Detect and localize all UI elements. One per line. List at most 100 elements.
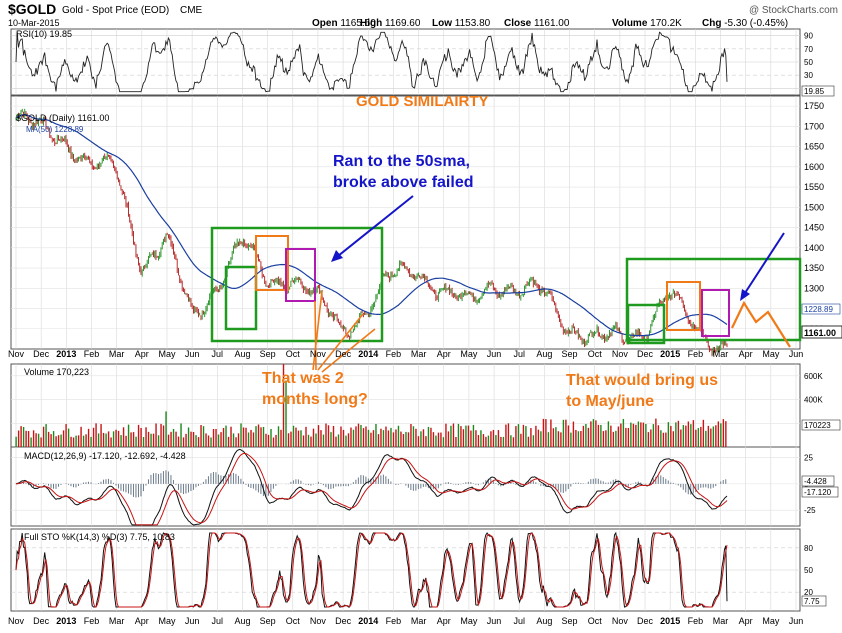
macd-value-flag-b: -17.120 (801, 486, 839, 498)
volume-bar (27, 431, 30, 447)
volume-bar (605, 430, 607, 447)
volume-bar (505, 424, 507, 447)
volume-bar (575, 429, 577, 447)
ma50-line (15, 113, 728, 337)
volume-bar (355, 426, 357, 447)
volume-bar (150, 433, 152, 447)
volume-bar (222, 428, 225, 447)
volume-bar (412, 426, 415, 447)
note-two-months-line2: months long? (262, 391, 368, 408)
volume-bar (247, 432, 250, 447)
volume-bar (517, 424, 520, 447)
volume-bar (405, 431, 407, 447)
x-tick-label: Jun (789, 349, 804, 359)
orange-pointer-line (321, 328, 376, 373)
rsi-path (15, 31, 728, 93)
svg-text:1228.89: 1228.89 (804, 305, 833, 314)
volume-bar (680, 429, 682, 447)
volume-bar (470, 430, 472, 447)
volume-bar (185, 433, 187, 447)
volume-bar (690, 424, 692, 447)
volume-bar (492, 429, 495, 447)
volume-bar (295, 427, 297, 447)
volume-bar (465, 425, 467, 447)
volume-bar (130, 432, 132, 447)
volume-bar (242, 427, 245, 447)
volume-bar (445, 423, 447, 447)
price-tick-label: 1400 (804, 243, 824, 253)
volume-bar (320, 430, 322, 447)
volume-bar (692, 420, 695, 447)
volume-bar (367, 429, 370, 447)
volume-bar (462, 429, 465, 447)
price-tick-label: 1450 (804, 223, 824, 233)
volume-bar (715, 425, 717, 447)
rsi-value-flag: 19.85 (801, 85, 835, 97)
volume-bar (122, 427, 125, 447)
volume-bar (125, 435, 127, 447)
volume-bar (490, 431, 492, 447)
x-tick-label: 2015 (660, 616, 680, 626)
volume-bar (300, 430, 302, 447)
volume-bar (232, 433, 235, 447)
volume-bar (142, 436, 145, 447)
x-tick-label: May (158, 349, 176, 359)
panel-labels: RSI(10) 19.85 $GOLD (Daily) 1161.00 MA(5… (16, 29, 186, 542)
volume-bar (675, 422, 677, 447)
volume-bar (55, 436, 57, 447)
volume-bar (212, 428, 215, 447)
blue-arrowhead-2013 (331, 250, 343, 262)
volume-bar (652, 424, 655, 447)
volume-bar (422, 429, 425, 447)
volume-bar (622, 418, 625, 447)
x-tick-label: Dec (637, 616, 654, 626)
volume-bar (502, 436, 505, 447)
ohlc-low: Low 1153.80 (432, 18, 491, 29)
x-tick-label: Apr (135, 349, 149, 359)
volume-bar (15, 436, 17, 447)
x-tick-label: Mar (713, 616, 729, 626)
volume-bar (545, 419, 547, 447)
volume-bar (105, 433, 107, 447)
x-tick-label: May (762, 616, 780, 626)
volume-bar (635, 424, 637, 447)
x-tick-label: Oct (286, 616, 301, 626)
ma50-path (15, 113, 728, 337)
volume-bar (392, 432, 395, 447)
blue-arrow-2013 (337, 195, 414, 257)
volume-bar (132, 432, 135, 447)
volume-bar (215, 428, 217, 447)
symbol: $GOLD (8, 1, 56, 17)
volume-bar (425, 436, 427, 447)
volume-bar (325, 423, 327, 447)
volume-bar (647, 432, 650, 447)
svg-text:170223: 170223 (804, 421, 831, 430)
macd-line (15, 448, 728, 526)
orange-box-2013 (255, 235, 289, 291)
volume-bar (552, 428, 555, 447)
volume-bar (225, 425, 227, 447)
volume-bar (365, 426, 367, 447)
sto-tick-label: 50 (804, 566, 813, 575)
ohlc-close: Close 1161.00 (504, 18, 570, 29)
volume-bar (322, 434, 325, 447)
ma-legend: MA(50) 1228.89 (26, 125, 84, 134)
volume-bar (65, 424, 67, 447)
volume-bar (35, 433, 37, 447)
volume-value-flag: 170223 (801, 419, 841, 431)
volume-bar (250, 429, 252, 447)
x-tick-label: Mar (109, 349, 125, 359)
volume-bar (180, 423, 182, 447)
volume-bar (595, 420, 597, 447)
volume-bar (305, 426, 307, 447)
x-tick-label: May (460, 616, 478, 626)
volume-bar (597, 424, 600, 447)
volume-bar (707, 425, 710, 447)
volume-bar (410, 424, 412, 447)
volume-bar (30, 437, 32, 447)
volume-bar (350, 427, 352, 447)
x-tick-label: Feb (386, 616, 402, 626)
volume-bar (262, 426, 265, 447)
x-tick-label: Dec (637, 349, 654, 359)
volume-bar (530, 428, 532, 447)
